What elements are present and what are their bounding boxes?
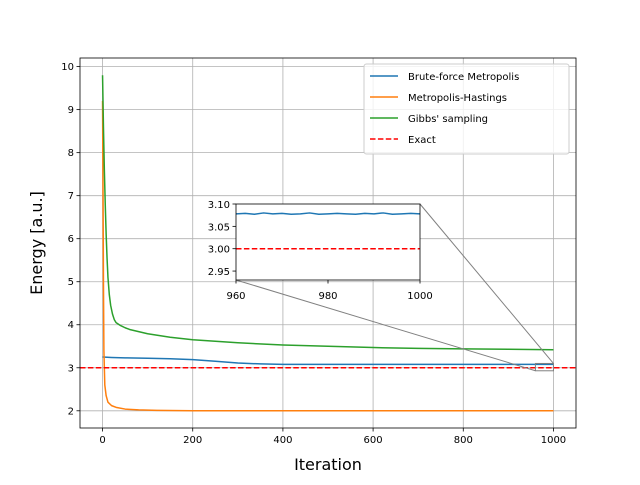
y-axis-label: Energy [a.u.] [27,191,46,295]
y-tick-label: 9 [68,105,74,116]
y-tick-label: 10 [61,62,74,73]
legend-label: Exact [408,135,436,146]
inset-series-line-brute-force-metropolis [235,212,421,216]
x-tick-label: 1000 [541,435,566,446]
y-tick-label: 8 [68,148,74,159]
main-axes-frame [79,57,577,429]
zoom-connector-line [419,203,554,364]
inset-y-tick-label: 3.00 [208,245,230,256]
legend-label: Gibbs' sampling [408,114,488,125]
y-tick-label: 4 [68,320,74,331]
series-line-metropolis-hastings [101,101,554,412]
zoom-connectors [235,203,554,372]
x-tick-label: 600 [364,435,383,446]
y-tick-label: 7 [68,191,74,202]
legend-label: Brute-force Metropolis [408,72,519,83]
main-ticks: 0 200 400 600 800 1000 2 3 4 5 6 7 8 9 10 [61,62,566,446]
y-tick-label: 2 [68,406,74,417]
inset-y-tick-label: 3.05 [208,222,230,233]
legend: Brute-force Metropolis Metropolis-Hasting… [363,63,570,155]
inset-x-tick-label: 960 [226,291,245,302]
legend-box [363,63,570,155]
x-axis-label: Iteration [294,455,362,474]
y-tick-label: 5 [68,277,74,288]
inset-x-tick-label: 980 [318,291,337,302]
series-line-brute-force-metropolis [102,356,554,366]
series-line-gibbs-sampling [101,75,554,351]
zoom-connector-line [235,279,536,372]
x-tick-label: 0 [99,435,105,446]
inset-x-tick-label: 1000 [407,291,432,302]
inset-y-tick-label: 2.95 [208,267,230,278]
x-tick-label: 400 [273,435,292,446]
main-plot-lines [80,75,576,412]
x-tick-label: 800 [454,435,473,446]
legend-label: Metropolis-Hastings [408,93,507,104]
x-tick-label: 200 [183,435,202,446]
y-tick-label: 6 [68,234,74,245]
inset-y-tick-label: 3.10 [208,200,230,211]
inset-background [236,204,420,280]
y-tick-label: 3 [68,363,74,374]
inset-axes: 960 980 1000 2.95 3.00 3.05 3.10 [208,200,433,302]
zoom-region-box [534,362,554,372]
